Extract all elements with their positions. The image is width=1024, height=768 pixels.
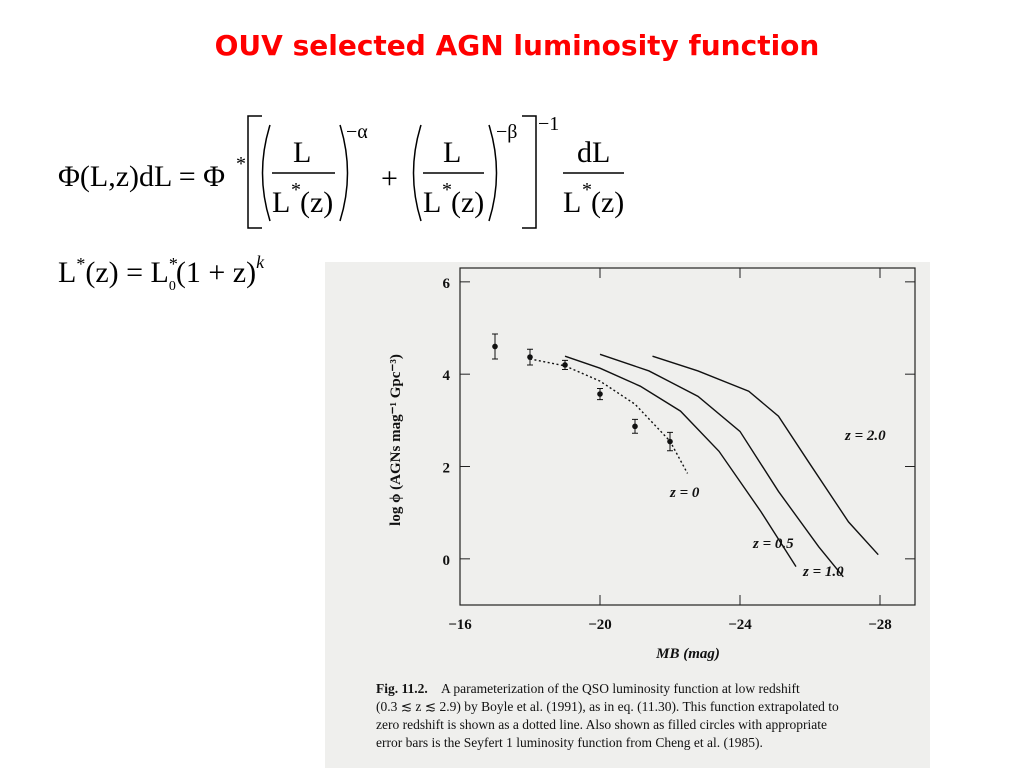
eq-token: * [291,179,301,201]
y-tick-label: 6 [443,276,451,292]
eq-token: L [293,136,311,169]
eq-token: dL [577,136,610,169]
eq-token: L [423,186,441,219]
curve [599,353,844,578]
x-tick-label: −28 [868,617,892,633]
eq-token: (z) [300,186,333,219]
eq-token: −1 [538,113,559,135]
series-label: z = 0 [669,485,700,501]
plot-frame [459,267,916,606]
caption-line: (0.3 ≲ z ≲ 2.9) by Boyle et al. (1991), … [376,699,839,714]
eq-token: (1 + z) [176,256,256,289]
data-point [632,423,638,430]
eq-token: * [582,179,592,201]
eq-token: + [381,162,398,195]
caption-line: A parameterization of the QSO luminosity… [441,681,800,696]
caption-label: Fig. 11.2. [376,681,428,696]
eq-token: −α [346,121,368,143]
eq-token: 0 [169,279,176,294]
eq-token: (z) [591,186,624,219]
eq-token: L*(z) = L* 0(1 + z)k [58,252,265,294]
eq-token: Φ(L,z)dL = Φ [58,160,225,193]
x-tick-label: −16 [448,617,472,633]
eq-token: L [443,136,461,169]
x-tick-label: −20 [588,617,612,633]
eq-token: * [442,179,452,201]
x-tick-label: −24 [728,617,752,633]
eq-token: * [236,153,246,175]
data-point [527,354,533,360]
series-label: z = 1.0 [802,564,844,580]
eq-token: (z) = L [85,256,169,289]
eq-token: L [272,186,290,219]
equation-2: L*(z) = L* 0(1 + z)k [58,252,265,294]
x-axis-label: MB (mag) [655,646,720,662]
series-label: z = 0.5 [752,536,794,552]
slide-title: OUV selected AGN luminosity function [215,29,820,62]
caption: Fig. 11.2. A parameterization of the QSO … [376,681,839,750]
data-point [492,343,498,350]
y-axis-label: log ϕ (AGNs mag⁻¹ Gpc⁻³) [388,354,404,526]
curve [652,355,879,556]
eq-token: * [76,254,85,274]
figure-background [325,262,930,768]
series-label: z = 2.0 [844,428,886,444]
y-tick-label: 2 [443,461,451,477]
eq-token: * [169,254,178,274]
eq-token: (z) [451,186,484,219]
eq-token: k [256,252,265,272]
data-point [597,391,603,397]
caption-line: error bars is the Seyfert 1 luminosity f… [376,735,763,750]
eq-token: L [563,186,581,219]
caption-line: zero redshift is shown as a dotted line.… [376,717,827,732]
y-tick-label: 4 [443,368,451,384]
eq-token: −β [496,121,517,143]
curve [529,358,689,474]
equation-1: Φ(L,z)dL = Φ * L L * (z) −α + L L * (z) … [58,113,624,229]
eq-token: L [58,256,76,289]
curve [564,355,797,568]
y-tick-label: 0 [443,553,451,569]
